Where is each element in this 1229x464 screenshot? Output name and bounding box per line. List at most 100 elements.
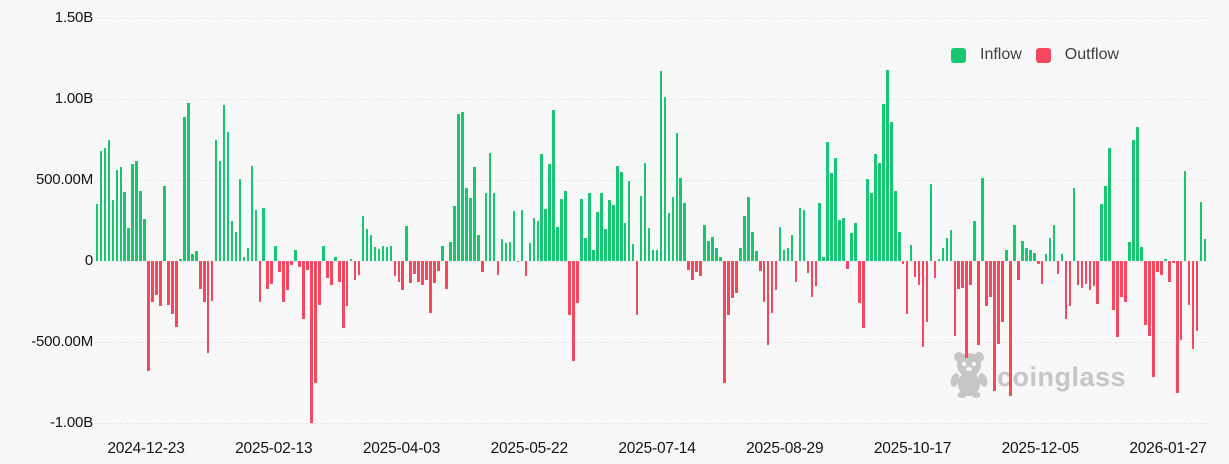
inflow-bar bbox=[818, 202, 822, 261]
inflow-bar bbox=[1032, 252, 1036, 261]
inflow-bar bbox=[822, 256, 826, 261]
outflow-bar bbox=[691, 261, 694, 280]
inflow-bar bbox=[604, 228, 607, 261]
inflow-bar bbox=[139, 190, 142, 261]
outflow-bar bbox=[723, 261, 726, 384]
inflow-bar bbox=[639, 196, 643, 261]
inflow-bar bbox=[449, 241, 452, 261]
outflow-bar bbox=[1088, 261, 1092, 291]
inflow-bar bbox=[361, 216, 365, 261]
outflow-swatch-icon bbox=[1035, 47, 1051, 63]
outflow-bar bbox=[1195, 261, 1199, 332]
inflow-bar bbox=[1072, 188, 1076, 261]
outflow-bar bbox=[413, 261, 416, 274]
inflow-bar bbox=[381, 246, 385, 261]
inflow-bar bbox=[226, 132, 230, 261]
inflow-bar bbox=[373, 247, 377, 261]
outflow-bar bbox=[1144, 261, 1147, 325]
legend-label-outflow: Outflow bbox=[1064, 46, 1120, 63]
inflow-bar bbox=[1183, 171, 1187, 261]
inflow-bar bbox=[778, 226, 782, 261]
inflow-bar bbox=[981, 177, 984, 261]
outflow-bar bbox=[1076, 261, 1080, 286]
outflow-bar bbox=[977, 261, 980, 346]
inflow-bar bbox=[584, 237, 587, 261]
inflow-bar bbox=[214, 140, 218, 261]
outflow-bar bbox=[171, 261, 174, 315]
outflow-bar bbox=[167, 261, 170, 305]
outflow-bar bbox=[917, 261, 921, 286]
inflow-bar bbox=[556, 226, 559, 261]
inflow-bar bbox=[564, 191, 567, 261]
inflow-bar bbox=[179, 259, 182, 261]
inflow-bar bbox=[588, 192, 591, 261]
inflow-bar bbox=[1028, 250, 1032, 261]
outflow-bar bbox=[266, 261, 270, 290]
outflow-bar bbox=[353, 261, 357, 280]
inflow-bar bbox=[389, 246, 393, 261]
inflow-bar bbox=[1104, 185, 1108, 261]
outflow-bar bbox=[905, 261, 909, 314]
outflow-bar bbox=[1160, 261, 1163, 275]
inflow-bar bbox=[651, 249, 655, 261]
outflow-bar bbox=[1167, 261, 1171, 283]
inflow-bar bbox=[560, 199, 563, 261]
inflow-bar bbox=[500, 239, 504, 261]
inflow-bar bbox=[592, 249, 595, 261]
outflow-bar bbox=[421, 261, 424, 286]
inflow-bar bbox=[488, 153, 492, 261]
outflow-bar bbox=[270, 261, 274, 284]
outflow-bar bbox=[1092, 261, 1096, 287]
outflow-bar bbox=[1148, 261, 1151, 337]
inflow-bar bbox=[909, 244, 913, 261]
outflow-bar bbox=[699, 261, 702, 277]
inflow-bar bbox=[548, 163, 552, 261]
outflow-bar bbox=[480, 261, 484, 272]
inflow-bar bbox=[707, 240, 710, 261]
inflow-bar bbox=[119, 167, 123, 261]
outflow-bar bbox=[278, 261, 281, 273]
outflow-bar bbox=[330, 261, 333, 286]
outflow-bar bbox=[1179, 261, 1183, 341]
inflow-bar bbox=[874, 154, 877, 261]
outflow-bar bbox=[337, 261, 341, 283]
inflow-bar bbox=[719, 256, 722, 261]
outflow-bar bbox=[925, 261, 929, 322]
outflow-bar bbox=[437, 261, 440, 271]
inflow-bar bbox=[782, 249, 786, 261]
x-axis-label: 2025-07-14 bbox=[618, 440, 696, 457]
inflow-bar bbox=[945, 237, 949, 261]
outflow-bar bbox=[735, 261, 738, 294]
inflow-bar bbox=[453, 205, 456, 261]
inflow-bar bbox=[461, 111, 464, 261]
outflow-bar bbox=[774, 261, 778, 291]
x-axis-label: 2026-01-27 bbox=[1129, 440, 1207, 457]
inflow-bar bbox=[504, 243, 508, 261]
outflow-bar bbox=[695, 261, 698, 272]
inflow-bar bbox=[457, 113, 460, 261]
outflow-bar bbox=[357, 261, 361, 275]
outflow-bar bbox=[961, 261, 965, 288]
inflow-bar bbox=[183, 116, 186, 261]
inflow-bar bbox=[679, 177, 683, 261]
inflow-bar bbox=[365, 228, 369, 261]
inflow-bar bbox=[623, 222, 627, 261]
inflow-bar bbox=[528, 243, 532, 261]
outflow-bar bbox=[341, 261, 345, 329]
outflow-bar bbox=[1116, 261, 1119, 338]
inflow-bar bbox=[715, 248, 718, 261]
outflow-bar bbox=[298, 261, 301, 267]
outflow-bar bbox=[1036, 261, 1040, 265]
inflow-bar bbox=[850, 233, 853, 261]
inflow-bar bbox=[1203, 239, 1207, 261]
legend-item-inflow[interactable]: Inflow bbox=[951, 46, 1022, 64]
outflow-bar bbox=[326, 261, 329, 278]
inflow-bar bbox=[897, 231, 901, 261]
plot-area[interactable] bbox=[95, 0, 1207, 464]
outflow-bar bbox=[1112, 261, 1115, 311]
outflow-bar bbox=[151, 261, 154, 302]
legend: Inflow Outflow bbox=[951, 46, 1119, 64]
inflow-bar bbox=[246, 248, 250, 261]
inflow-bar bbox=[115, 170, 119, 261]
legend-item-outflow[interactable]: Outflow bbox=[1035, 46, 1120, 64]
